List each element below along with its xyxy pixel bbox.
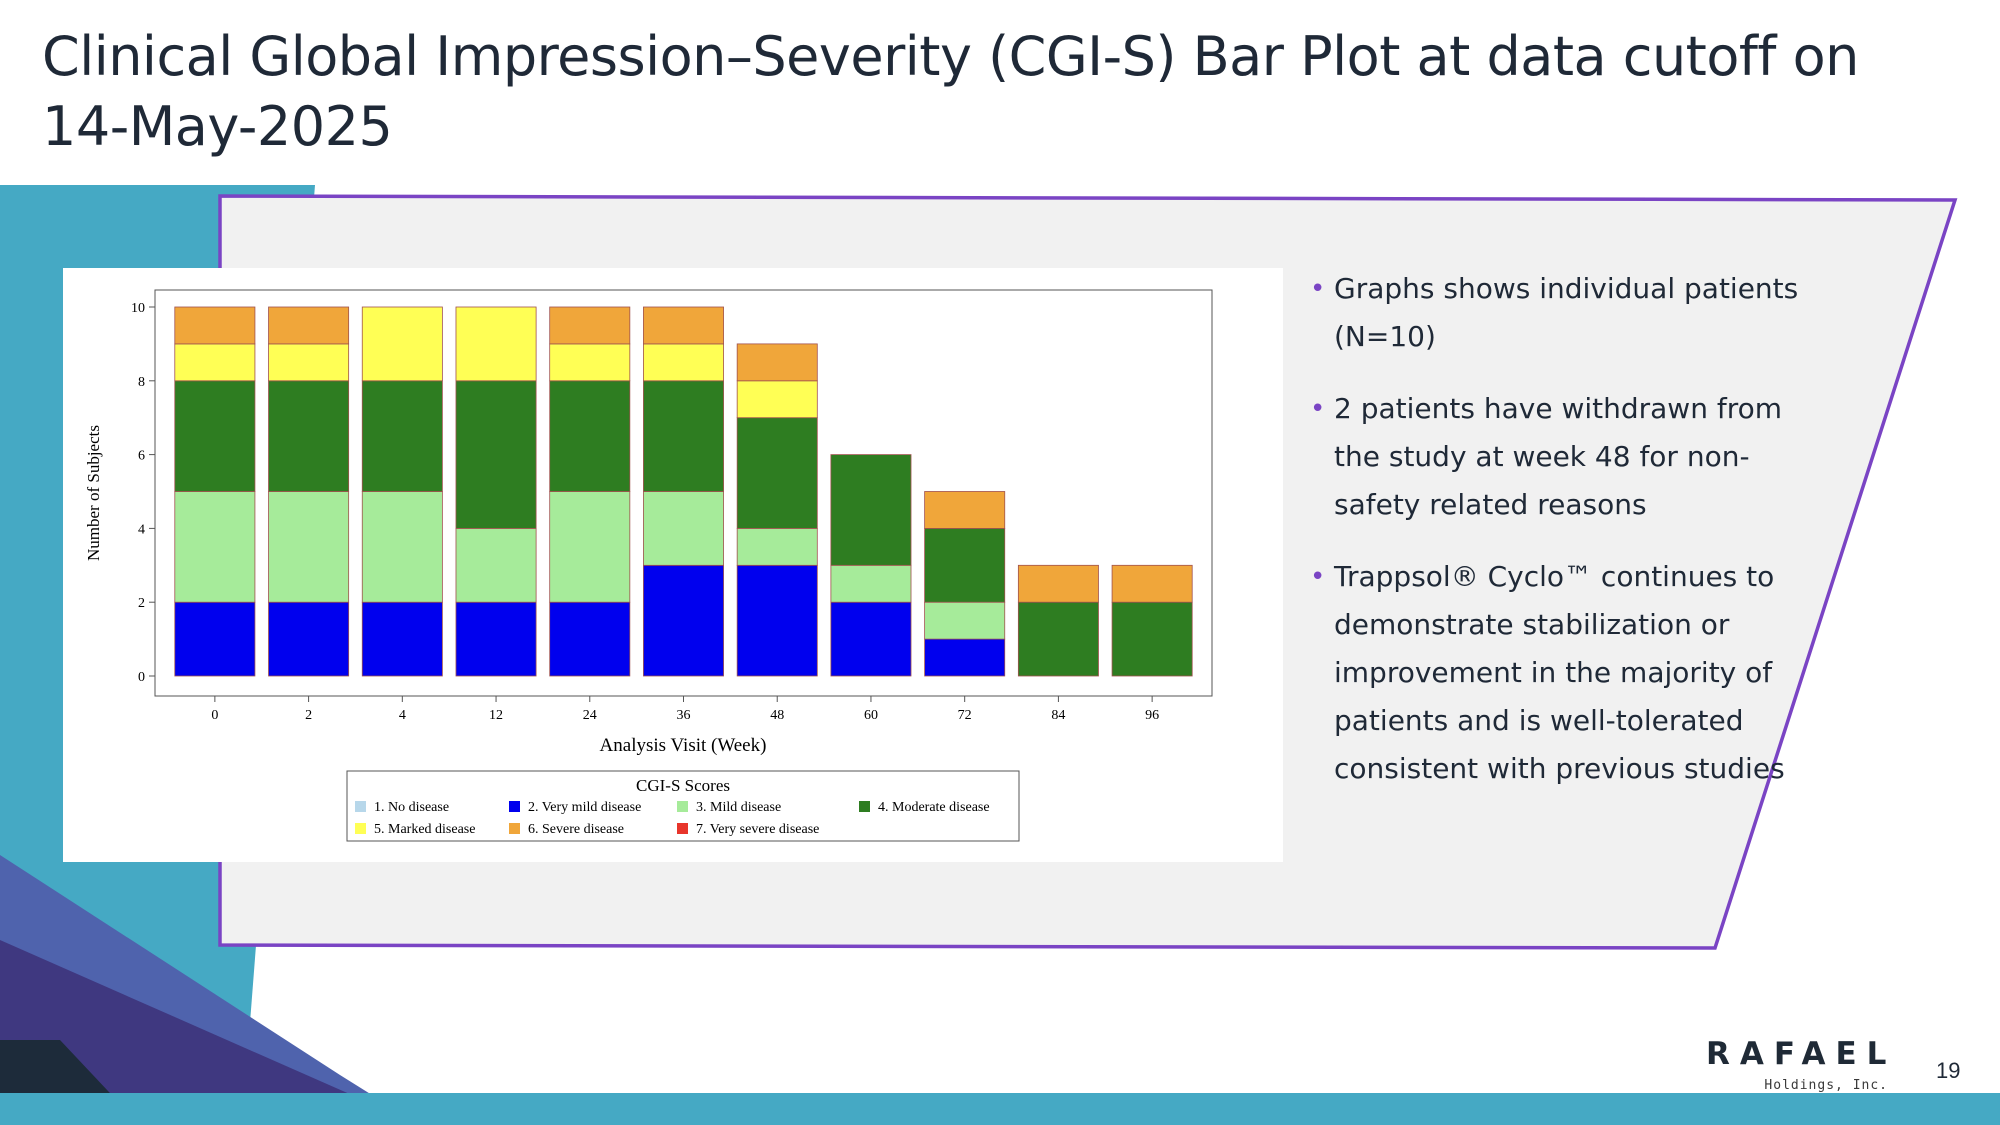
x-tick-label: 2 bbox=[305, 708, 312, 723]
x-tick-label: 84 bbox=[1051, 708, 1065, 723]
x-tick-label: 12 bbox=[489, 708, 503, 723]
bar-segment bbox=[643, 306, 724, 345]
x-tick-label: 60 bbox=[864, 708, 878, 723]
legend-label: 2. Very mild disease bbox=[528, 800, 641, 815]
legend-swatch bbox=[509, 801, 520, 812]
legend: CGI-S Scores 1. No disease 2. Very mild d… bbox=[346, 770, 1020, 842]
bar-segment bbox=[174, 491, 256, 603]
bar-segment bbox=[736, 343, 818, 382]
teal-footer-band bbox=[0, 1093, 2000, 1125]
bar-segment bbox=[643, 380, 724, 492]
legend-swatch bbox=[355, 801, 366, 812]
rafael-logo: RAFAEL Holdings, Inc. bbox=[1706, 1036, 1906, 1096]
y-axis-label: Number of Subjects bbox=[84, 425, 103, 561]
bar-segment bbox=[830, 601, 912, 677]
x-tick-label: 4 bbox=[399, 708, 406, 723]
legend-swatch bbox=[859, 801, 870, 812]
logo-subtitle: Holdings, Inc. bbox=[1764, 1078, 1888, 1093]
bar-segment bbox=[361, 601, 443, 677]
bar-segment bbox=[268, 491, 350, 603]
bar-segment bbox=[174, 343, 256, 382]
bar-segment bbox=[1111, 601, 1193, 677]
x-tick-label: 96 bbox=[1145, 708, 1159, 723]
bar-segment bbox=[549, 380, 631, 492]
bar-segment bbox=[361, 380, 443, 492]
page-number: 19 bbox=[1936, 1058, 1961, 1083]
legend-label: 6. Severe disease bbox=[528, 822, 624, 837]
bar-segment bbox=[455, 380, 537, 529]
bar-segment bbox=[549, 306, 631, 345]
bullet-list: Graphs shows individual patients (N=10) … bbox=[1310, 265, 1810, 817]
x-tick-label: 24 bbox=[583, 708, 597, 723]
bar-segment bbox=[549, 491, 631, 603]
y-tick-label: 2 bbox=[138, 596, 145, 611]
bar-segment bbox=[924, 491, 1006, 529]
bar-segment bbox=[549, 601, 631, 677]
bar-segment bbox=[1017, 601, 1099, 677]
bar-segment bbox=[455, 601, 537, 677]
legend-label: 5. Marked disease bbox=[374, 822, 475, 837]
bar-segment bbox=[736, 527, 818, 566]
legend-items: 1. No disease 2. Very mild disease 3. Mild… bbox=[355, 800, 990, 837]
legend-label: 4. Moderate disease bbox=[878, 800, 990, 815]
bullet-item: Graphs shows individual patients (N=10) bbox=[1310, 265, 1810, 361]
bar-segment bbox=[268, 343, 350, 382]
bar-segment bbox=[361, 491, 443, 603]
bar-segment bbox=[830, 454, 912, 566]
x-tick-label: 72 bbox=[958, 708, 972, 723]
bar-segment bbox=[174, 380, 256, 492]
x-tick-label: 36 bbox=[677, 708, 691, 723]
x-axis-label: Analysis Visit (Week) bbox=[600, 735, 767, 756]
bar-segment bbox=[736, 380, 818, 419]
y-tick-label: 8 bbox=[138, 375, 145, 390]
bar-segment bbox=[268, 601, 350, 677]
bar-segment bbox=[549, 343, 631, 382]
bar-segment bbox=[643, 491, 724, 566]
bar-segment bbox=[736, 417, 818, 529]
bar-segment bbox=[455, 527, 537, 603]
bullet-item: Trappsol® Cyclo™ continues to demonstrat… bbox=[1310, 553, 1810, 793]
bullet-item: 2 patients have withdrawn from the study… bbox=[1310, 385, 1810, 529]
bar-segment bbox=[924, 527, 1006, 603]
legend-swatch bbox=[677, 801, 688, 812]
y-axis: 0 2 4 6 8 10 bbox=[131, 301, 155, 685]
indigo-triangle bbox=[0, 940, 420, 1125]
legend-label: 1. No disease bbox=[374, 800, 449, 815]
y-tick-label: 0 bbox=[138, 670, 145, 685]
bar-segment bbox=[174, 601, 256, 677]
bar-segment bbox=[924, 638, 1006, 677]
bar-segment bbox=[455, 306, 537, 382]
bar-segment bbox=[643, 343, 724, 382]
x-tick-label: 48 bbox=[770, 708, 784, 723]
bar-segment bbox=[830, 564, 912, 603]
legend-label: 3. Mild disease bbox=[696, 800, 781, 815]
legend-label: 7. Very severe disease bbox=[696, 822, 819, 837]
y-tick-label: 10 bbox=[131, 301, 145, 316]
logo-wordmark: RAFAEL bbox=[1706, 1036, 1897, 1072]
chart-card: 0 2 4 6 8 10 0 2 4 12 24 36 48 60 72 84 96 Number of Su… bbox=[63, 268, 1283, 862]
legend-swatch bbox=[355, 823, 366, 834]
bars-group bbox=[174, 306, 1193, 677]
legend-swatch bbox=[677, 823, 688, 834]
bar-segment bbox=[361, 306, 443, 382]
bar-segment bbox=[174, 306, 256, 345]
bar-segment bbox=[924, 601, 1006, 640]
bar-segment bbox=[268, 306, 350, 345]
bar-segment bbox=[643, 564, 724, 677]
bar-segment bbox=[1111, 564, 1193, 603]
y-tick-label: 6 bbox=[138, 449, 145, 464]
slide-title: Clinical Global Impression–Severity (CGI… bbox=[42, 25, 1859, 158]
bar-segment bbox=[268, 380, 350, 492]
y-tick-label: 4 bbox=[138, 522, 145, 537]
bar-segment bbox=[1017, 564, 1099, 603]
x-axis: 0 2 4 12 24 36 48 60 72 84 96 bbox=[211, 696, 1159, 723]
bar-segment bbox=[736, 564, 818, 677]
legend-swatch bbox=[509, 823, 520, 834]
legend-title: CGI-S Scores bbox=[636, 776, 730, 795]
x-tick-label: 0 bbox=[211, 708, 218, 723]
